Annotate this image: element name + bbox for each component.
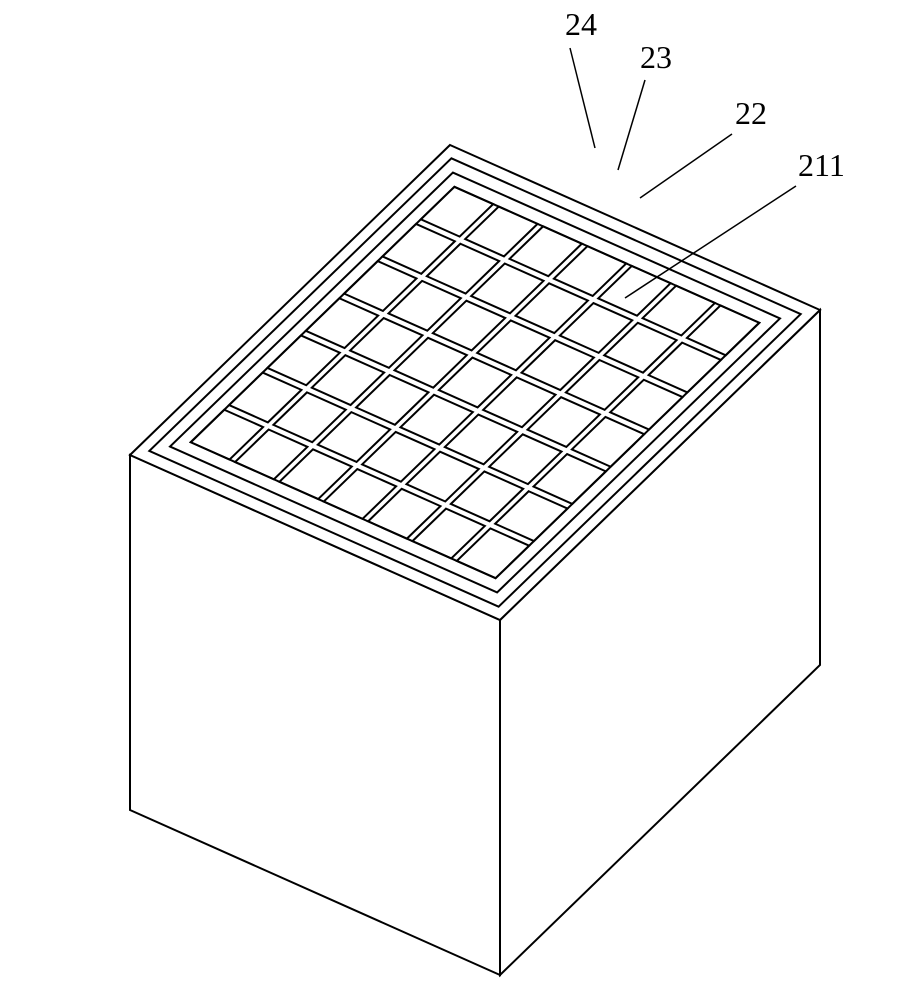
label-22: 22 xyxy=(735,95,767,131)
cube-top-face xyxy=(130,145,820,620)
label-24: 24 xyxy=(565,6,597,42)
label-211: 211 xyxy=(798,147,845,183)
leader-line-24 xyxy=(570,48,595,148)
leader-line-23 xyxy=(618,80,645,170)
label-23: 23 xyxy=(640,39,672,75)
leader-line-22 xyxy=(640,134,732,198)
cube-body xyxy=(130,145,820,975)
